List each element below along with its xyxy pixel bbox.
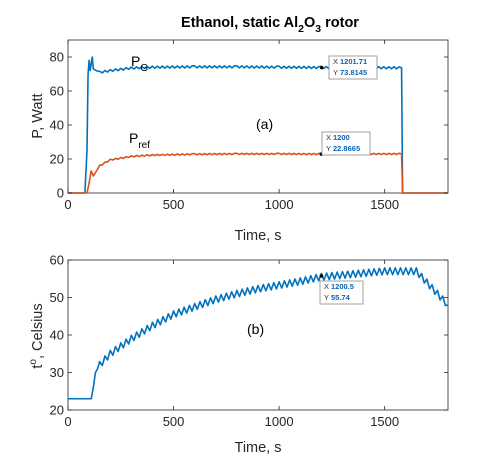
panel-a-ytick-label: 20 [50,152,64,167]
datatip-temp-y: 55.74 [331,293,351,302]
datatip-temp-x: 1200.5 [331,282,354,291]
panel-a-axes-box [67,39,449,194]
panel-a-xtick-label: 0 [64,197,71,212]
panel-a-power: 0 500 1000 1500 0 20 40 60 80 Time, s P, Watt PG… [30,39,449,244]
panel-a-ytick-label: 60 [50,84,64,99]
panel-a-ytick-label: 80 [50,50,64,65]
svg-text:Y: Y [326,144,331,153]
panel-a-xlabel: Time, s [235,228,282,244]
datatip-pref-y: 22.8665 [333,144,360,153]
panel-a-ytick-label: 40 [50,118,64,133]
panel-b-ytick-label: 40 [50,328,64,343]
datatip-pg-y: 73.8145 [340,68,367,77]
svg-text:Y: Y [333,68,338,77]
panel-b-xtick-label: 1000 [265,414,294,429]
panel-b-xtick-label: 500 [163,414,185,429]
panel-a-xtick-label: 1500 [370,197,399,212]
chart-title: Ethanol, static Al2O3 rotor [181,15,359,35]
datatip-pg[interactable]: X 1201.71 Y 73.8145 [328,55,378,80]
svg-text:X: X [333,57,338,66]
panel-b-ytick-label: 20 [50,403,64,418]
svg-text:X: X [326,133,331,142]
panel-b-ytick-label: 60 [50,253,64,268]
datatip-pref-x: 1200 [333,133,350,142]
panel-a-series-line-0 [68,56,448,194]
datatip-pref[interactable]: X 1200 Y 22.8665 [321,131,371,156]
panel-b-label: (b) [247,321,264,337]
panel-b-series-line-0 [68,267,449,400]
panel-a-ytick-label: 0 [57,186,64,201]
series-label-pg: PG [131,53,148,74]
panel-b-xtick-label: 1500 [370,414,399,429]
panel-b-ylabel: to, Celsius [28,303,46,368]
panel-a-xtick-label: 500 [163,197,185,212]
panel-a-label: (a) [256,116,273,132]
svg-text:Y: Y [324,293,329,302]
datatip-pg-x: 1201.71 [340,57,367,66]
panel-b-xtick-label: 0 [64,414,71,429]
panel-a-datatip-marker [319,65,324,70]
panel-a-series-line-1 [68,152,448,194]
series-label-pref: Pref [129,130,150,151]
svg-text:X: X [324,282,329,291]
panel-b-ytick-label: 50 [50,290,64,305]
panel-b-xlabel: Time, s [235,440,282,456]
datatip-temp[interactable]: X 1200.5 Y 55.74 [319,280,364,305]
panel-a-ylabel: P, Watt [30,93,46,138]
panel-b-datatip-marker [319,274,324,278]
panel-b-ytick-label: 30 [50,365,64,380]
panel-a-xtick-label: 1000 [265,197,294,212]
panel-b-temperature: 0 500 1000 1500 20 30 40 50 60 Time, s to, Celsi… [28,253,449,456]
